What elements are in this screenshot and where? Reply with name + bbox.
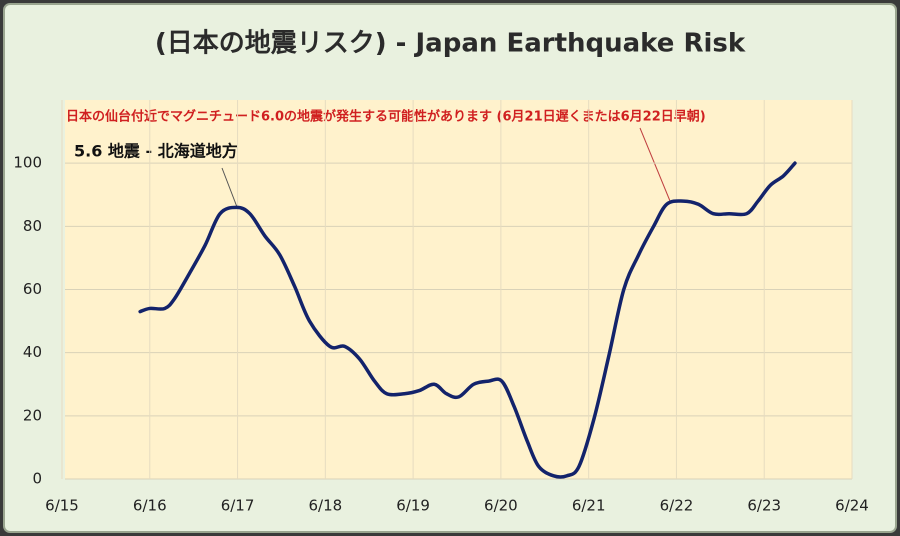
x-tick-label: 6/21 [572, 497, 606, 515]
annotation: 日本の仙台付近でマグニチュード6.0の地震が発生する可能性があります (6月21… [66, 109, 706, 125]
x-tick-label: 6/15 [45, 497, 79, 515]
data-line [138, 161, 797, 479]
x-tick-label: 6/22 [660, 497, 694, 515]
x-tick-label: 6/24 [835, 497, 869, 515]
y-tick-label: 60 [23, 280, 42, 298]
x-tick-label: 6/19 [396, 497, 430, 515]
y-tick-label: 100 [13, 154, 42, 172]
annotation-pointer [221, 167, 238, 208]
chart-title: (日本の地震リスク) - Japan Earthquake Risk [155, 29, 746, 59]
y-tick-label: 40 [23, 343, 42, 361]
x-tick-label: 6/20 [484, 497, 518, 515]
y-tick-label: 0 [32, 470, 42, 488]
annotation: 5.6 地震 - 北海道地方 [74, 142, 238, 161]
x-tick-label: 6/23 [747, 497, 781, 515]
y-tick-label: 20 [23, 406, 42, 424]
y-tick-label: 80 [23, 217, 42, 235]
annotation-pointer [639, 127, 671, 202]
x-tick-label: 6/16 [133, 497, 167, 515]
x-tick-label: 6/17 [221, 497, 255, 515]
x-tick-label: 6/18 [308, 497, 342, 515]
